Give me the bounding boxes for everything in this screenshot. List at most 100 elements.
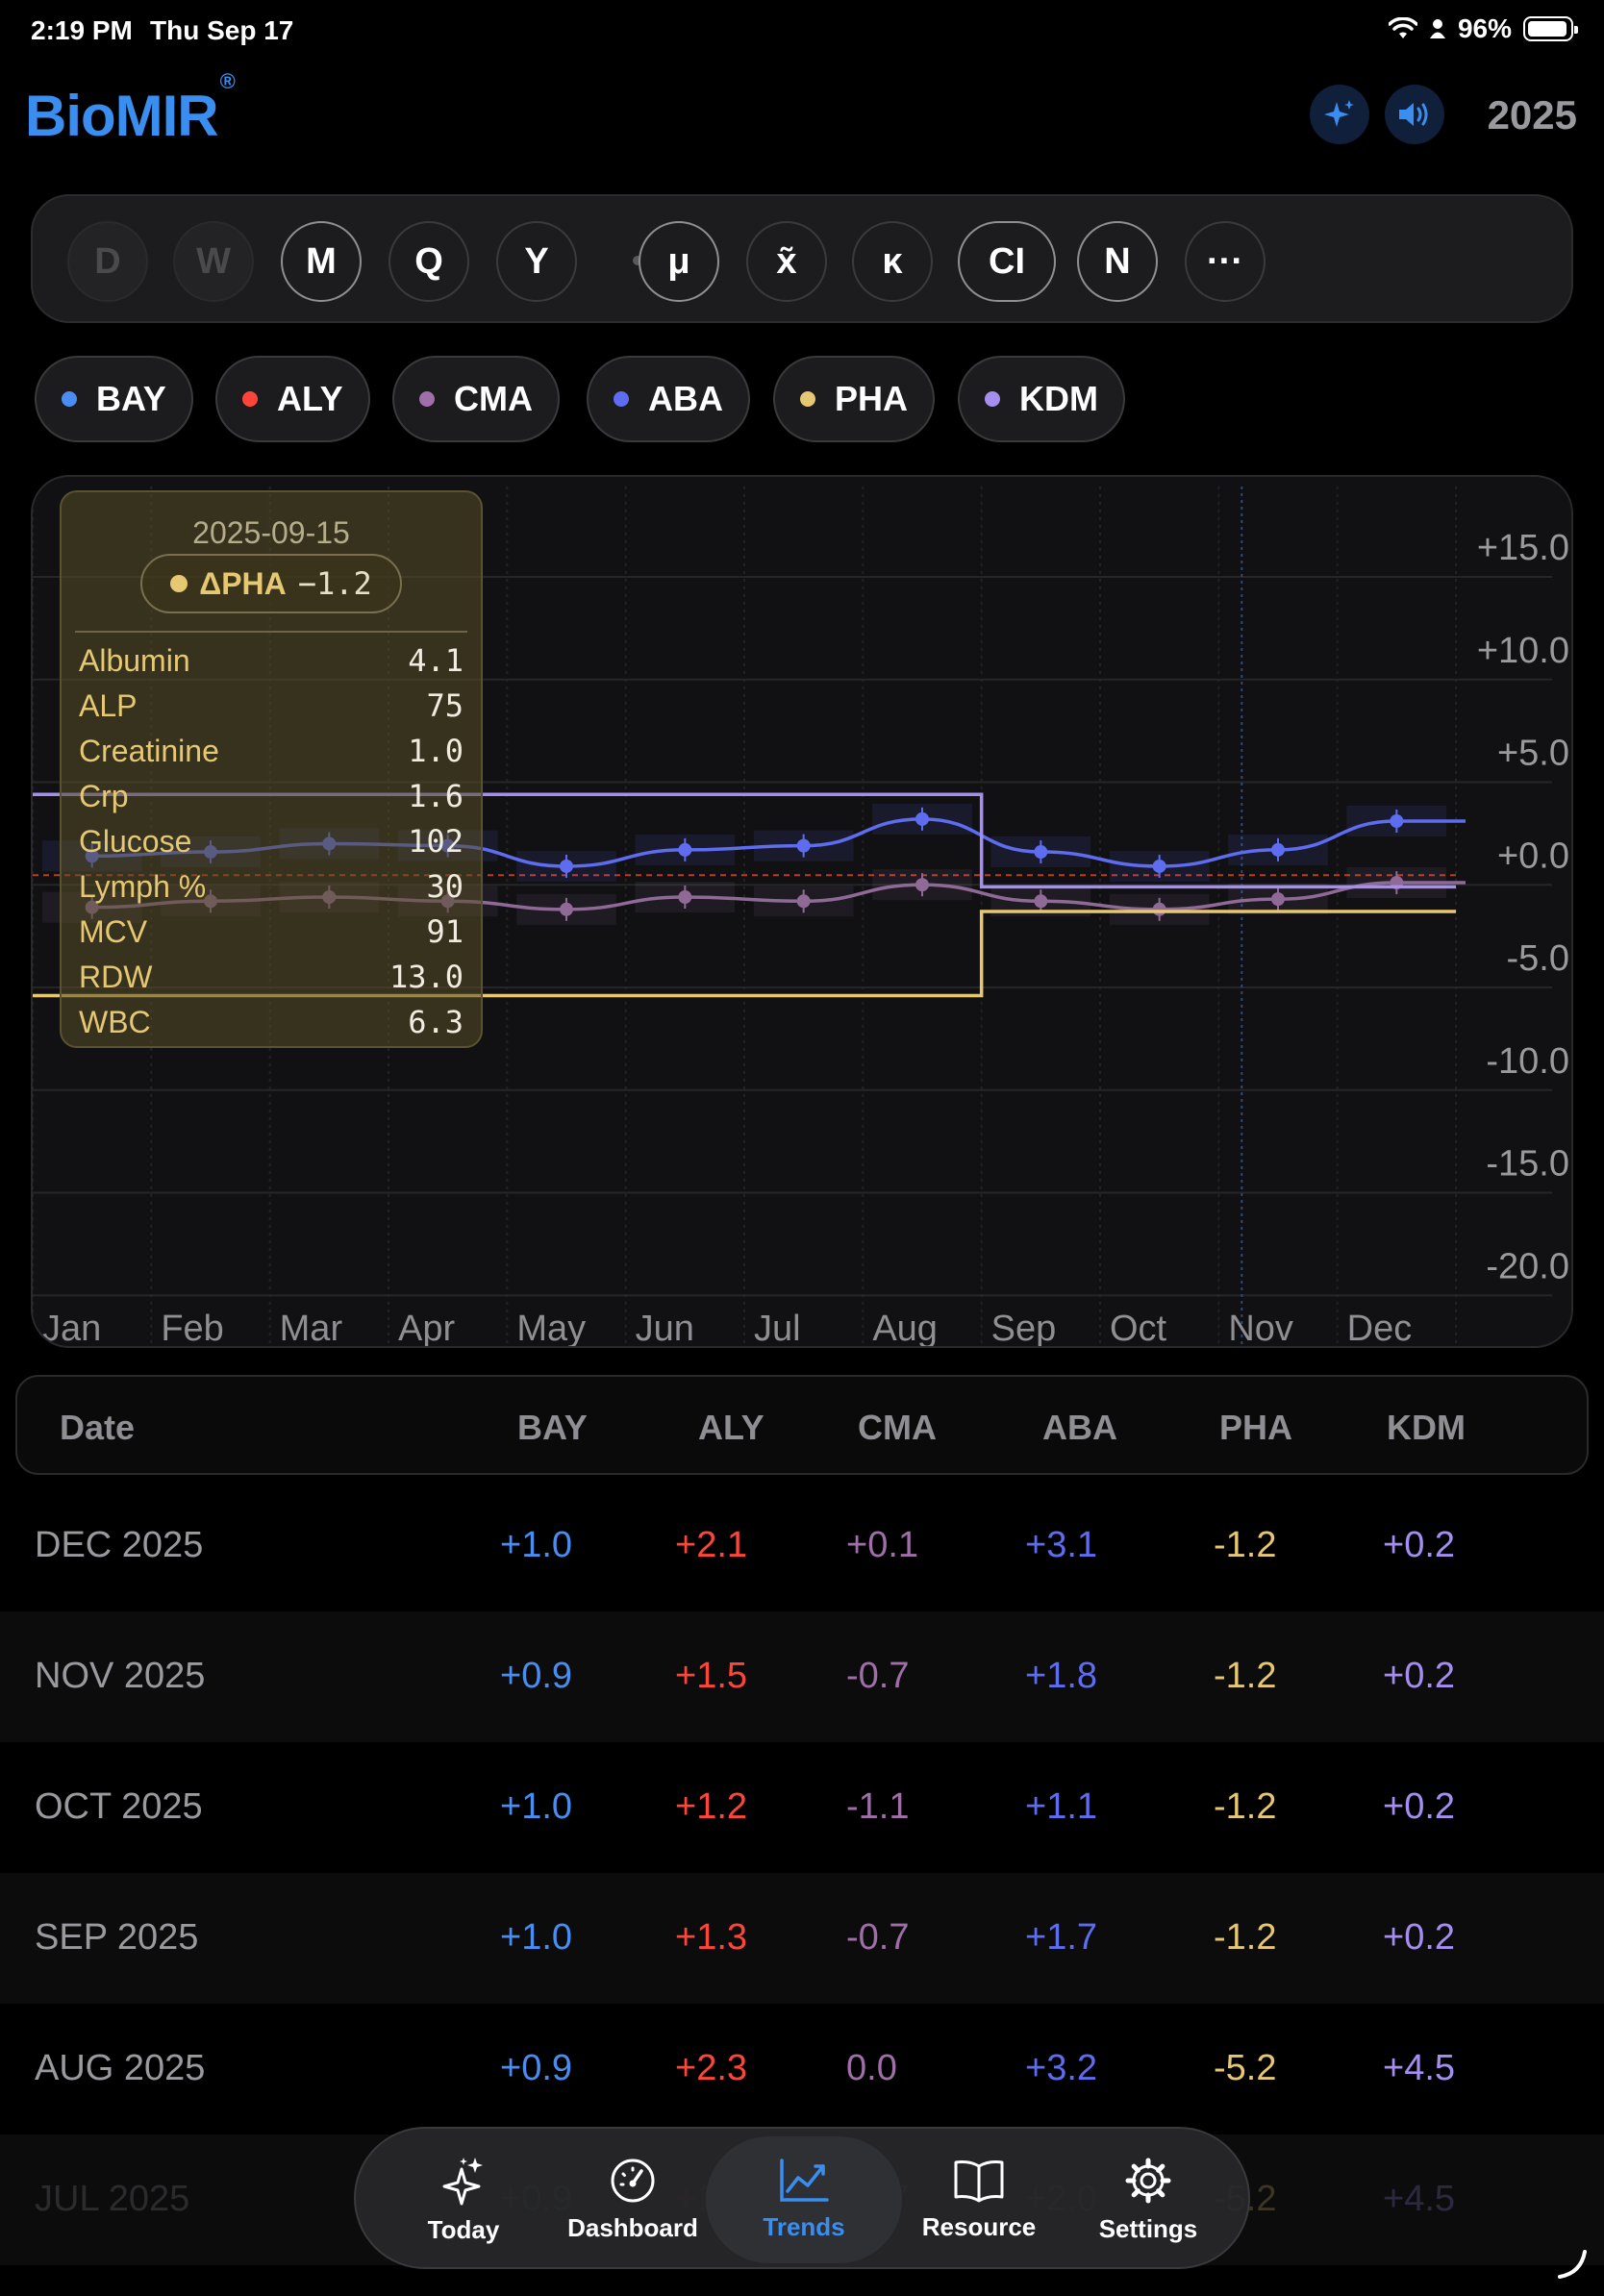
y-tick-label: +15.0 bbox=[1477, 528, 1569, 568]
tab-resource[interactable]: Resource bbox=[894, 2129, 1064, 2271]
row-value-kdm: +4.5 bbox=[1383, 2048, 1456, 2088]
data-point-cma bbox=[678, 890, 692, 904]
series-chip-cma[interactable]: CMA bbox=[392, 356, 560, 442]
stat-mean-button[interactable]: μ bbox=[639, 221, 719, 302]
x-tick-label: May bbox=[516, 1309, 586, 1348]
x-tick-label: Sep bbox=[991, 1309, 1057, 1348]
row-value-aba: +1.7 bbox=[1025, 1917, 1098, 1958]
series-chip-aly[interactable]: ALY bbox=[215, 356, 370, 442]
data-point-cma bbox=[560, 902, 573, 916]
series-chip-kdm[interactable]: KDM bbox=[958, 356, 1125, 442]
period-year-button[interactable]: Y bbox=[496, 221, 577, 302]
table-header: Date BAY ALY CMA ABA PHA KDM bbox=[15, 1375, 1589, 1475]
table-row[interactable]: DEC 2025 +1.0 +2.1 +0.1 +3.1 -1.2 +0.2 bbox=[0, 1481, 1604, 1611]
row-value-kdm: +0.2 bbox=[1383, 1656, 1456, 1696]
period-week-button[interactable]: W bbox=[173, 221, 254, 302]
sparkles-icon bbox=[442, 2157, 483, 2205]
data-point-aba bbox=[1034, 845, 1048, 860]
row-date: NOV 2025 bbox=[35, 1656, 206, 1696]
data-point-cma bbox=[915, 878, 929, 892]
y-tick-label: -10.0 bbox=[1486, 1041, 1569, 1082]
period-quarter-button[interactable]: Q bbox=[388, 221, 469, 302]
tooltip-row-lymph: Lymph % 30 bbox=[79, 868, 464, 905]
series-chip-aba[interactable]: ABA bbox=[587, 356, 750, 442]
tab-trends[interactable]: Trends bbox=[706, 2136, 902, 2263]
row-value-aly: +1.5 bbox=[675, 1656, 748, 1696]
chart-line-icon bbox=[780, 2158, 829, 2202]
battery-level bbox=[1528, 21, 1567, 37]
row-value-bay: +1.0 bbox=[500, 1525, 573, 1565]
book-icon bbox=[954, 2159, 1004, 2202]
row-value-aba: +3.1 bbox=[1025, 1525, 1098, 1565]
row-value-aly: +2.1 bbox=[675, 1525, 748, 1565]
period-month-button[interactable]: M bbox=[281, 221, 362, 302]
trend-chart[interactable]: +15.0 +10.0 +5.0 +0.0 -5.0 -10.0 -15.0 -20.0 Jan… bbox=[31, 475, 1573, 1348]
x-tick-label: Dec bbox=[1347, 1309, 1413, 1348]
data-point-aba bbox=[1152, 859, 1166, 873]
stat-ci-button[interactable]: CI bbox=[958, 221, 1056, 302]
data-point-aba bbox=[678, 842, 692, 857]
year-label[interactable]: 2025 bbox=[1487, 92, 1577, 137]
table-row[interactable]: SEP 2025 +1.0 +1.3 -0.7 +1.7 -1.2 +0.2 bbox=[0, 1873, 1604, 2004]
header-aba[interactable]: ABA bbox=[1042, 1408, 1117, 1447]
row-date: JUL 2025 bbox=[35, 2179, 190, 2219]
row-value-aba: +1.1 bbox=[1025, 1786, 1098, 1827]
row-value-bay: +1.0 bbox=[500, 1786, 573, 1827]
header-pha[interactable]: PHA bbox=[1219, 1408, 1293, 1447]
y-tick-label: -5.0 bbox=[1507, 938, 1569, 979]
tooltip-row-alp: ALP 75 bbox=[79, 687, 464, 724]
stat-median-button[interactable]: x̃ bbox=[746, 221, 827, 302]
status-date: Thu Sep 17 bbox=[150, 15, 294, 45]
tooltip-date: 2025-09-15 bbox=[192, 515, 350, 550]
y-tick-label: +10.0 bbox=[1477, 631, 1569, 671]
y-tick-label: +5.0 bbox=[1497, 734, 1569, 774]
header-bay[interactable]: BAY bbox=[517, 1408, 588, 1447]
row-value-bay: +0.9 bbox=[500, 2048, 573, 2088]
more-options-button[interactable]: ··· bbox=[1185, 221, 1266, 302]
header-date[interactable]: Date bbox=[60, 1408, 136, 1447]
header-kdm[interactable]: KDM bbox=[1387, 1408, 1466, 1447]
tab-dashboard[interactable]: Dashboard bbox=[548, 2129, 717, 2271]
table-row[interactable]: AUG 2025 +0.9 +2.3 0.0 +3.2 -5.2 +4.5 bbox=[0, 2004, 1604, 2134]
status-indicators: 96% bbox=[1388, 13, 1578, 44]
stat-n-button[interactable]: N bbox=[1077, 221, 1158, 302]
x-tick-label: Oct bbox=[1110, 1309, 1167, 1348]
row-value-pha: -1.2 bbox=[1214, 1525, 1277, 1565]
header-aly[interactable]: ALY bbox=[698, 1408, 764, 1447]
stat-kappa-button[interactable]: κ bbox=[852, 221, 933, 302]
battery-icon bbox=[1523, 16, 1578, 41]
status-bar: 2:19 PM Thu Sep 17 96% bbox=[0, 0, 1604, 62]
tooltip-row-albumin: Albumin 4.1 bbox=[79, 642, 464, 679]
row-value-bay: +0.9 bbox=[500, 1656, 573, 1696]
gauge-icon bbox=[611, 2159, 655, 2202]
header-cma[interactable]: CMA bbox=[858, 1408, 937, 1447]
x-tick-label: Nov bbox=[1228, 1309, 1293, 1348]
tab-today[interactable]: Today bbox=[379, 2129, 548, 2271]
row-value-pha: -1.2 bbox=[1214, 1656, 1277, 1696]
tooltip-series-value: −1.2 bbox=[297, 565, 372, 602]
tooltip-series-name: ΔPHA bbox=[199, 565, 287, 601]
row-date: OCT 2025 bbox=[35, 1786, 203, 1827]
tooltip-row-crp: Crp 1.6 bbox=[79, 778, 464, 814]
series-color-dot bbox=[800, 391, 815, 407]
row-date: DEC 2025 bbox=[35, 1525, 204, 1565]
series-chip-pha[interactable]: PHA bbox=[773, 356, 936, 442]
separator-dot bbox=[633, 256, 642, 265]
tooltip-divider bbox=[75, 631, 467, 633]
sparkle-icon bbox=[1324, 100, 1354, 127]
person-icon bbox=[1429, 19, 1445, 38]
tab-settings[interactable]: Settings bbox=[1064, 2129, 1233, 2271]
app-logo: BioMIR® bbox=[25, 69, 236, 148]
x-tick-label: Jul bbox=[754, 1309, 801, 1348]
tooltip-row-mcv: MCV 91 bbox=[79, 913, 464, 950]
y-tick-label: -15.0 bbox=[1486, 1144, 1569, 1185]
row-value-kdm: +0.2 bbox=[1383, 1786, 1456, 1827]
audio-button[interactable] bbox=[1385, 85, 1444, 144]
table-row[interactable]: OCT 2025 +1.0 +1.2 -1.1 +1.1 -1.2 +0.2 bbox=[0, 1742, 1604, 1873]
row-value-aba: +1.8 bbox=[1025, 1656, 1098, 1696]
period-day-button[interactable]: D bbox=[67, 221, 148, 302]
table-row[interactable]: NOV 2025 +0.9 +1.5 -0.7 +1.8 -1.2 +0.2 bbox=[0, 1611, 1604, 1742]
ai-sparkle-button[interactable] bbox=[1310, 85, 1369, 144]
series-color-dot bbox=[62, 391, 77, 407]
series-chip-bay[interactable]: BAY bbox=[35, 356, 193, 442]
